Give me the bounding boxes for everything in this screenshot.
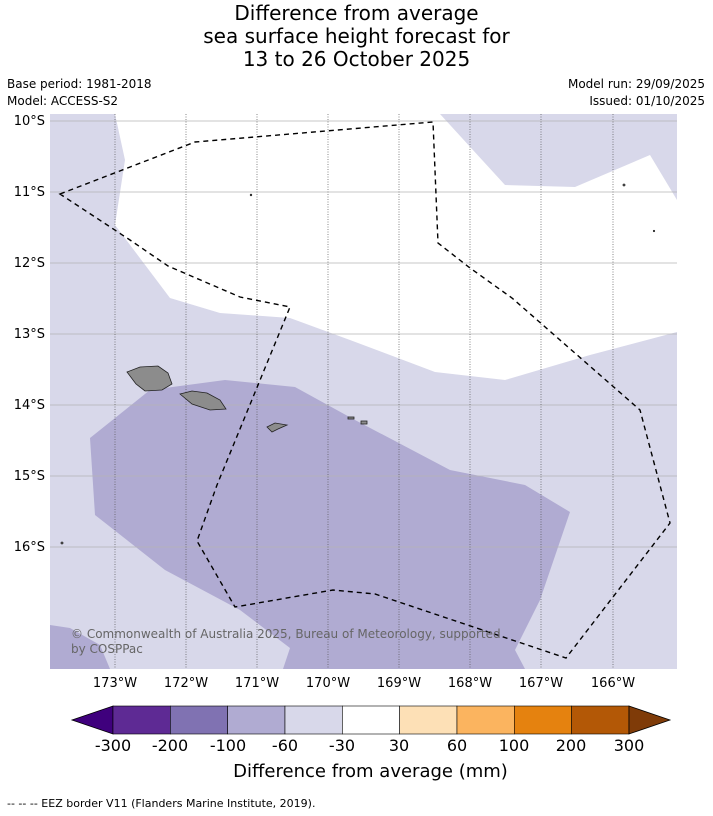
latitude-gridlines (50, 120, 677, 548)
base-period: Base period: 1981-2018 (7, 77, 152, 91)
cb-tick-minus60: -60 (272, 736, 298, 755)
cb-tick-minus200: -200 (152, 736, 188, 755)
cb-tick-minus30: -30 (329, 736, 355, 755)
colorbar-segment (227, 705, 286, 735)
lat-label-11s: 11°S (14, 185, 45, 200)
lon-label-169w: 169°W (377, 676, 421, 691)
colorbar-tick-labels: -300 -200 -100 -60 -30 30 60 100 200 300 (95, 736, 644, 755)
atoll-1 (622, 183, 626, 187)
colorbar (70, 705, 672, 735)
title-line-3: 13 to 26 October 2025 (242, 47, 471, 71)
colorbar-segment (399, 705, 458, 735)
colorbar-extend-low (70, 705, 114, 735)
lat-label-14s: 14°S (14, 398, 45, 413)
colorbar-segment (571, 705, 630, 735)
copyright-line-1: © Commonwealth of Australia 2025, Bureau… (71, 627, 501, 641)
manua-island-2 (360, 420, 368, 425)
lon-label-173w: 173°W (93, 676, 137, 691)
wallis-islet (60, 541, 64, 545)
cb-tick-minus300: -300 (95, 736, 131, 755)
map-area: © Commonwealth of Australia 2025, Bureau… (50, 114, 677, 669)
cb-tick-200: 200 (556, 736, 587, 755)
colorbar-extend-high (628, 705, 672, 735)
swains-islet (249, 193, 253, 197)
cb-tick-60: 60 (447, 736, 467, 755)
colorbar-segment (342, 705, 400, 735)
colorbar-segment (170, 705, 228, 735)
model-run: Model run: 29/09/2025 (567, 77, 705, 91)
upolu-island (179, 390, 227, 411)
colorbar-xlabel: Difference from average (mm) (233, 761, 508, 782)
copyright-line-2: by COSPPac (71, 642, 143, 656)
lon-label-166w: 166°W (591, 676, 635, 691)
eez-border (58, 121, 671, 659)
lat-label-10s: 10°S (14, 114, 45, 129)
longitude-labels: 173°W 172°W 171°W 170°W 169°W 168°W 167°… (93, 676, 635, 691)
lat-label-12s: 12°S (14, 256, 45, 271)
atoll-2 (652, 229, 656, 233)
shading-minus100-minus60-corner (50, 625, 110, 669)
issued-date: Issued: 01/10/2025 (589, 94, 705, 108)
colorbar-segment (284, 705, 343, 735)
lat-label-15s: 15°S (14, 469, 45, 484)
lon-label-171w: 171°W (235, 676, 279, 691)
model-name: Model: ACCESS-S2 (7, 94, 119, 108)
lat-label-13s: 13°S (14, 327, 45, 342)
latitude-labels: 10°S 11°S 12°S 13°S 14°S 15°S 16°S (14, 114, 45, 555)
lon-label-172w: 172°W (164, 676, 208, 691)
colorbar-segment (514, 705, 572, 735)
eez-legend-footer: -- -- -- EEZ border V11 (Flanders Marine… (7, 797, 316, 810)
cb-tick-30: 30 (389, 736, 409, 755)
colorbar-segment (112, 705, 171, 735)
lon-label-170w: 170°W (306, 676, 350, 691)
cb-tick-100: 100 (499, 736, 530, 755)
cb-tick-minus100: -100 (210, 736, 246, 755)
longitude-gridlines (114, 114, 614, 669)
colorbar-segment (456, 705, 515, 735)
shading-minus100-minus60 (90, 380, 570, 669)
title-line-2: sea surface height forecast for (203, 24, 510, 48)
title-line-1: Difference from average (234, 1, 479, 25)
lon-label-168w: 168°W (448, 676, 492, 691)
lat-label-16s: 16°S (14, 540, 45, 555)
savaii-island (126, 365, 173, 392)
manua-island-1 (347, 416, 355, 420)
lon-label-167w: 167°W (519, 676, 563, 691)
islands (60, 183, 656, 545)
cb-tick-300: 300 (614, 736, 645, 755)
tutuila-island (266, 422, 289, 433)
shading-near-average (115, 114, 677, 380)
